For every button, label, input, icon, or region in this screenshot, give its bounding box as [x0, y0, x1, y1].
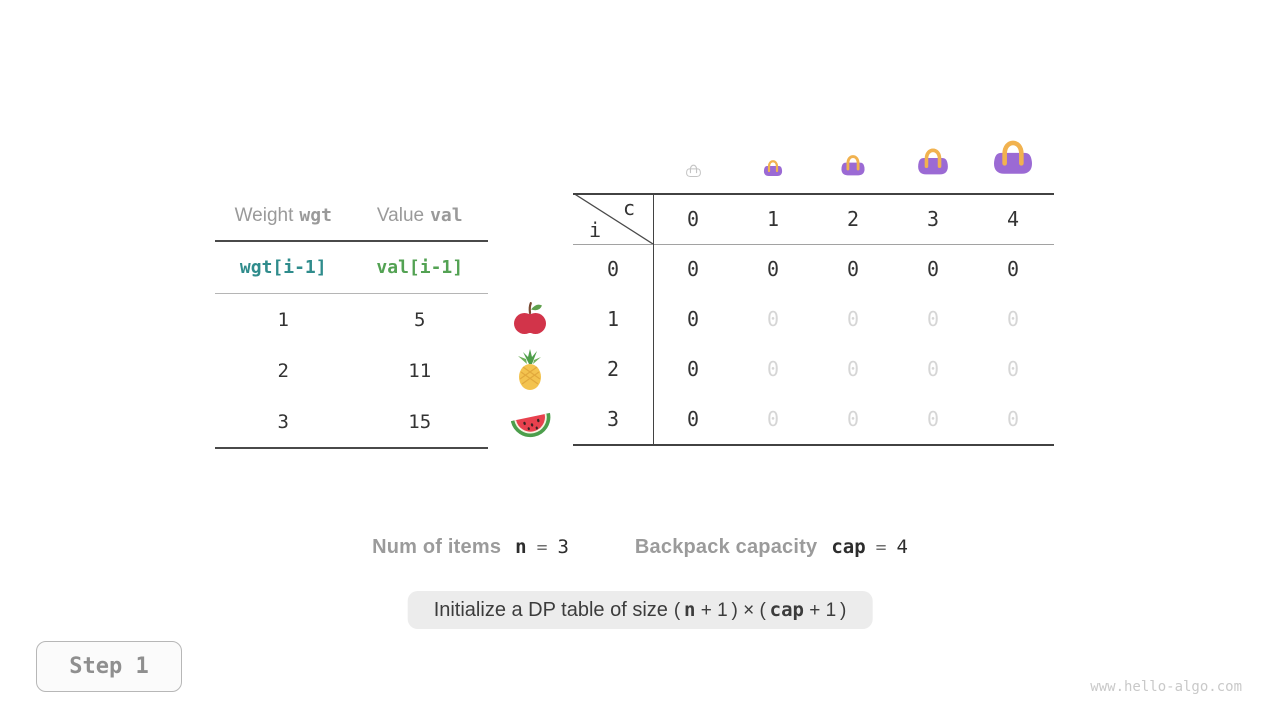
bag-empty-icon	[685, 162, 702, 183]
apple-icon	[511, 300, 549, 340]
caption-pill: Initialize a DP table of size ( n + 1 ) …	[407, 591, 873, 629]
dp-cell-0-4: 0	[1006, 257, 1020, 281]
row-header-0: 0	[606, 257, 620, 281]
weight-column-header: Weight wgt	[215, 191, 352, 240]
col-header-0: 0	[686, 206, 700, 231]
dp-cell-2-2: 0	[846, 357, 860, 381]
item2-value: 11	[408, 359, 432, 382]
caption-formula: ( n + 1 ) × ( cap + 1 )	[674, 599, 846, 622]
divider	[215, 240, 488, 242]
cap-var: cap	[831, 536, 866, 558]
row-var-label: i	[589, 218, 602, 242]
formula-cap: cap	[769, 598, 804, 621]
table-row: 2 11	[215, 345, 488, 396]
capacity-bags-row	[573, 130, 1054, 185]
val-code-label: val	[430, 205, 463, 226]
num-items-label: Num of items	[372, 536, 502, 558]
equals-sign: =	[875, 537, 887, 558]
wgt-code-label: wgt	[299, 205, 332, 226]
table-row: 1 0 0 0 0 0	[573, 294, 1054, 344]
formula-open: (	[673, 599, 685, 621]
dp-cell-3-0: 0	[686, 407, 700, 431]
dp-cell-0-1: 0	[766, 257, 780, 281]
bag-large-icon	[915, 143, 951, 183]
watermark: www.hello-algo.com	[1090, 679, 1242, 695]
item1-weight: 1	[277, 308, 289, 331]
formula-n: n	[684, 598, 696, 621]
diagonal-divider	[573, 193, 653, 244]
table-row: 3 0 0 0 0 0	[573, 394, 1054, 444]
dp-cell-1-3: 0	[926, 307, 940, 331]
dp-cell-2-4: 0	[1006, 357, 1020, 381]
dp-table: c i 0 1 2 3 4 0 0 0 0 0 0 1 0 0 0 0	[573, 193, 1054, 446]
dp-cell-0-2: 0	[846, 257, 860, 281]
item3-weight: 3	[277, 410, 289, 433]
wgt-formula: wgt[i-1]	[239, 257, 327, 278]
dp-cell-0-3: 0	[926, 257, 940, 281]
bag-medium-icon	[839, 151, 867, 183]
cap-value: 4	[896, 536, 908, 558]
bag-small-icon	[762, 157, 784, 183]
value-column-header: Value val	[352, 191, 489, 240]
value-label: Value	[376, 204, 425, 226]
divider	[653, 193, 654, 445]
col-header-1: 1	[766, 206, 780, 231]
dp-cell-1-1: 0	[766, 307, 780, 331]
items-table: Weight wgt Value val wgt[i-1] val[i-1] 1…	[215, 191, 488, 449]
weight-label: Weight	[234, 204, 294, 226]
dp-table-body: 0 0 0 0 0 0 1 0 0 0 0 0 2 0 0 0 0 0	[573, 244, 1054, 444]
col-header-3: 3	[926, 206, 940, 231]
col-var-label: c	[622, 196, 635, 220]
bag-xlarge-icon	[990, 134, 1036, 183]
pineapple-icon	[511, 348, 549, 390]
caption-text: Initialize a DP table of size	[433, 598, 668, 621]
capacity-stat: Backpack capacity cap = 4	[635, 536, 908, 559]
dp-cell-1-2: 0	[846, 307, 860, 331]
table-row: 1 5	[215, 294, 488, 345]
dp-cell-1-0: 0	[686, 307, 700, 331]
item1-value: 5	[414, 308, 426, 331]
step-badge-label: Step 1	[69, 654, 149, 679]
dp-cell-2-0: 0	[686, 357, 700, 381]
equals-sign: =	[536, 537, 548, 558]
n-value: 3	[557, 536, 569, 558]
n-var: n	[515, 536, 527, 558]
row-header-1: 1	[606, 307, 620, 331]
step-badge: Step 1	[36, 641, 182, 692]
col-header-2: 2	[846, 206, 860, 231]
dp-cell-3-4: 0	[1006, 407, 1020, 431]
num-items-stat: Num of items n = 3	[372, 536, 569, 559]
dp-cell-0-0: 0	[686, 257, 700, 281]
table-row: 0 0 0 0 0 0	[573, 244, 1054, 294]
divider	[573, 244, 1054, 245]
val-formula: val[i-1]	[376, 257, 464, 278]
capacity-label: Backpack capacity	[634, 536, 818, 558]
divider	[573, 444, 1054, 446]
table-row: 2 0 0 0 0 0	[573, 344, 1054, 394]
row-header-3: 3	[606, 407, 620, 431]
formula-close: + 1 )	[803, 599, 847, 621]
dp-cell-2-1: 0	[766, 357, 780, 381]
row-header-2: 2	[606, 357, 620, 381]
dp-cell-2-3: 0	[926, 357, 940, 381]
parameters-row: Num of items n = 3 Backpack capacity cap…	[0, 536, 1280, 559]
formula-mid: + 1 ) × (	[695, 599, 770, 621]
dp-corner-cell: c i	[573, 193, 653, 244]
watermelon-icon	[510, 400, 551, 440]
divider	[573, 193, 1054, 195]
item2-weight: 2	[277, 359, 289, 382]
dp-cell-3-1: 0	[766, 407, 780, 431]
col-header-4: 4	[1006, 206, 1020, 231]
table-row: 3 15	[215, 396, 488, 447]
items-table-formula-row: wgt[i-1] val[i-1]	[215, 242, 488, 293]
dp-table-header-row: c i 0 1 2 3 4	[573, 193, 1054, 244]
dp-cell-1-4: 0	[1006, 307, 1020, 331]
dp-cell-3-2: 0	[846, 407, 860, 431]
item3-value: 15	[408, 410, 432, 433]
dp-cell-3-3: 0	[926, 407, 940, 431]
items-table-header: Weight wgt Value val	[215, 191, 488, 240]
divider	[215, 293, 488, 294]
divider	[215, 447, 488, 449]
